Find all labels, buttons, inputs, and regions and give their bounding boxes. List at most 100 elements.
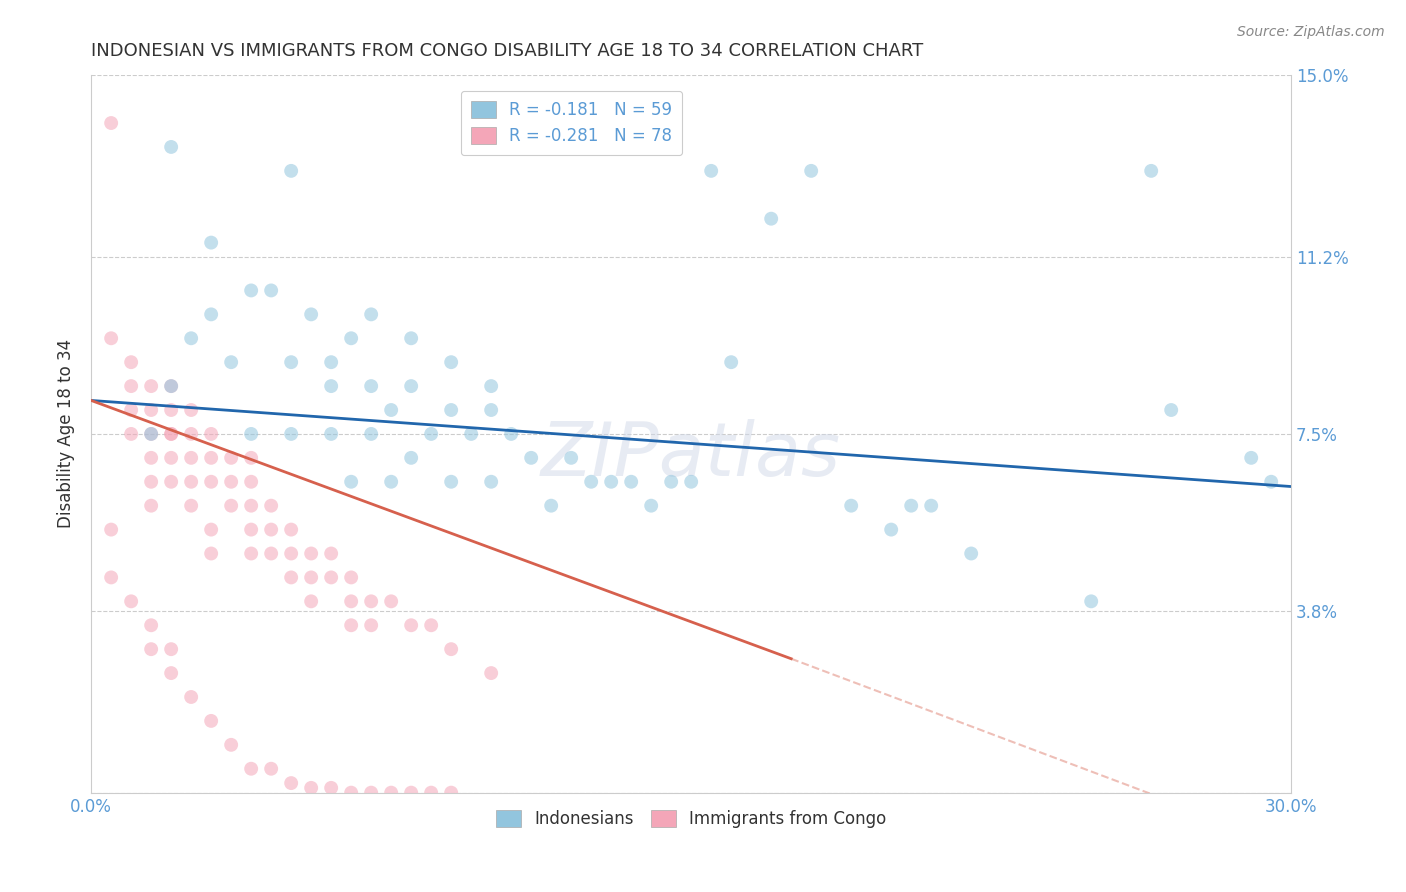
Point <box>240 762 263 776</box>
Text: ZIPatlas: ZIPatlas <box>541 419 841 491</box>
Point <box>479 475 502 489</box>
Point <box>800 164 823 178</box>
Point <box>399 331 422 345</box>
Point <box>240 426 263 441</box>
Point <box>440 355 463 369</box>
Point <box>280 776 302 790</box>
Point <box>200 475 222 489</box>
Point <box>200 547 222 561</box>
Point <box>100 331 122 345</box>
Point <box>880 523 903 537</box>
Point <box>200 235 222 250</box>
Text: Source: ZipAtlas.com: Source: ZipAtlas.com <box>1237 25 1385 39</box>
Point <box>240 523 263 537</box>
Point <box>141 426 163 441</box>
Point <box>240 547 263 561</box>
Point <box>160 450 183 465</box>
Point <box>340 475 363 489</box>
Point <box>321 780 343 795</box>
Point <box>560 450 582 465</box>
Point <box>1240 450 1263 465</box>
Point <box>579 475 602 489</box>
Point <box>100 570 122 584</box>
Point <box>321 570 343 584</box>
Point <box>260 762 283 776</box>
Point <box>120 355 142 369</box>
Point <box>380 403 402 417</box>
Point <box>440 786 463 800</box>
Point <box>360 786 382 800</box>
Point <box>340 618 363 632</box>
Point <box>299 547 322 561</box>
Point <box>280 426 302 441</box>
Point <box>240 499 263 513</box>
Point <box>240 284 263 298</box>
Point <box>260 499 283 513</box>
Point <box>160 475 183 489</box>
Point <box>141 499 163 513</box>
Point <box>200 523 222 537</box>
Point <box>141 426 163 441</box>
Point <box>141 450 163 465</box>
Point <box>141 379 163 393</box>
Point <box>501 426 523 441</box>
Point <box>219 738 242 752</box>
Point <box>440 642 463 657</box>
Point <box>160 379 183 393</box>
Point <box>920 499 942 513</box>
Point <box>340 594 363 608</box>
Point <box>420 426 443 441</box>
Point <box>299 594 322 608</box>
Point <box>399 450 422 465</box>
Point <box>160 426 183 441</box>
Point <box>340 786 363 800</box>
Point <box>900 499 922 513</box>
Point <box>360 426 382 441</box>
Point <box>240 450 263 465</box>
Point <box>160 666 183 681</box>
Point <box>380 475 402 489</box>
Point <box>120 594 142 608</box>
Point <box>280 570 302 584</box>
Point <box>1260 475 1282 489</box>
Point <box>839 499 862 513</box>
Point <box>299 307 322 321</box>
Point <box>260 547 283 561</box>
Point <box>960 547 983 561</box>
Point <box>160 426 183 441</box>
Point <box>720 355 742 369</box>
Point <box>1080 594 1102 608</box>
Point <box>160 642 183 657</box>
Point <box>399 618 422 632</box>
Point <box>759 211 782 226</box>
Point <box>479 403 502 417</box>
Point <box>360 379 382 393</box>
Point <box>141 618 163 632</box>
Point <box>321 426 343 441</box>
Point <box>219 499 242 513</box>
Point <box>321 379 343 393</box>
Point <box>620 475 643 489</box>
Point <box>160 379 183 393</box>
Point <box>520 450 543 465</box>
Point <box>260 523 283 537</box>
Point <box>340 570 363 584</box>
Point <box>219 475 242 489</box>
Point <box>280 523 302 537</box>
Point <box>100 523 122 537</box>
Point <box>280 547 302 561</box>
Point <box>120 426 142 441</box>
Point <box>681 475 703 489</box>
Point <box>340 331 363 345</box>
Point <box>180 450 202 465</box>
Point <box>160 403 183 417</box>
Point <box>360 594 382 608</box>
Point <box>360 307 382 321</box>
Point <box>399 379 422 393</box>
Point <box>700 164 723 178</box>
Point <box>180 499 202 513</box>
Point <box>141 642 163 657</box>
Point <box>180 403 202 417</box>
Point <box>600 475 623 489</box>
Point <box>399 786 422 800</box>
